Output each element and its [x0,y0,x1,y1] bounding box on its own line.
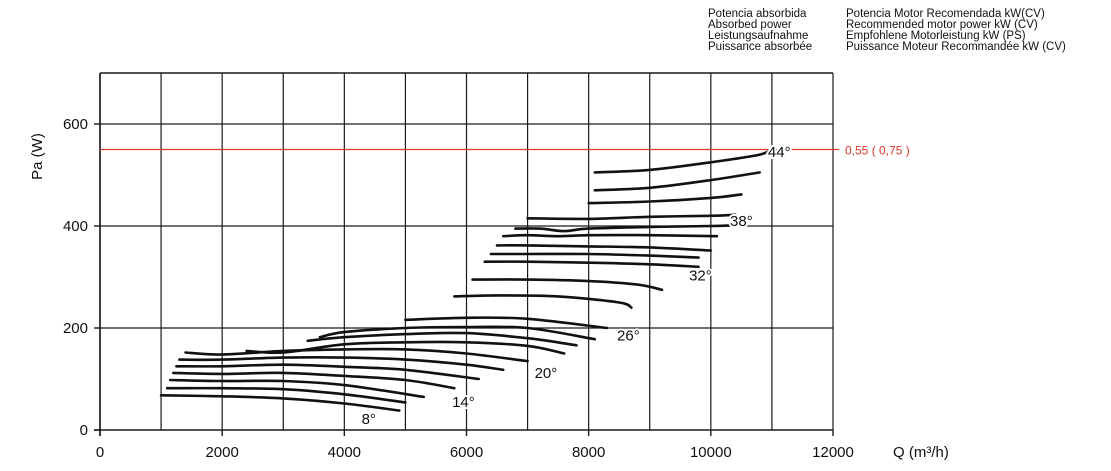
blade-angle-curve [593,147,774,174]
legend-recommended-motor-es: Potencia Motor Recomendada kW(CV) [846,8,1045,20]
x-tick-label: 4000 [328,444,361,461]
blade-angle-curve [495,244,713,252]
legend-recommended-motor-fr: Puissance Moteur Recommandée kW (CV) [846,41,1066,53]
blade-angle-curve [501,233,719,238]
x-tick-label: 6000 [450,444,483,461]
y-tick-label: 600 [63,116,88,133]
blade-angle-curve [404,316,609,330]
blade-angle-curve [587,193,743,205]
blade-angle-curve [168,378,425,399]
y-tick-label: 400 [63,218,88,235]
blade-angle-label: 44° [768,144,791,161]
legend-recommended-motor-de: Empfohlene Motorleistung kW (PS) [846,30,1026,42]
blade-angle-label: 38° [730,213,753,230]
blade-angle-curve [165,386,407,404]
legend-recommended-motor-en: Recommended motor power kW (CV) [846,19,1038,31]
blade-angle-curve [184,347,529,363]
blade-angle-curve [318,325,597,341]
blade-angle-label: 32° [689,267,712,284]
legend-recommended-motor: Potencia Motor Recomendada kW(CV) Recomm… [846,8,1066,53]
blade-angle-label: 20° [535,365,558,382]
blade-angle-curve [172,371,456,390]
legend-absorbed-power-en: Absorbed power [708,19,792,31]
blade-angle-curve [471,278,664,292]
x-tick-label: 8000 [572,444,605,461]
blade-angle-label: 8° [362,411,376,428]
blade-angle-curve [159,394,401,412]
blade-angle-label: 26° [617,328,640,345]
x-tick-label: 12000 [812,444,854,461]
blade-angle-curve [178,356,505,372]
blade-angle-curve [306,331,578,347]
legend-absorbed-power-de: Leistungsaufnahme [708,30,809,42]
blade-angle-curve [245,340,566,355]
y-tick-label: 0 [80,422,88,439]
x-tick-label: 10000 [690,444,732,461]
x-tick-label: 2000 [205,444,238,461]
legend-absorbed-power-es: Potencia absorbida [708,8,807,20]
recommended-power-label: 0,55 ( 0,75 ) [845,144,910,158]
blade-angle-curve [489,252,700,259]
y-axis-label: Pa (W) [29,133,46,180]
x-tick-label: 0 [96,444,104,461]
x-axis-label: Q (m³/h) [893,444,949,461]
blade-angle-curve [526,213,737,221]
blade-angle-curve [453,294,633,309]
blade-angle-curve [514,223,743,233]
blade-angle-curve [593,171,761,192]
blade-angle-curve [483,260,700,269]
blade-angle-curve [175,363,480,381]
y-tick-label: 200 [63,320,88,337]
blade-angle-label: 14° [452,394,475,411]
legend-absorbed-power: Potencia absorbida Absorbed power Leistu… [708,8,813,53]
legend-absorbed-power-fr: Puissance absorbée [708,41,813,53]
